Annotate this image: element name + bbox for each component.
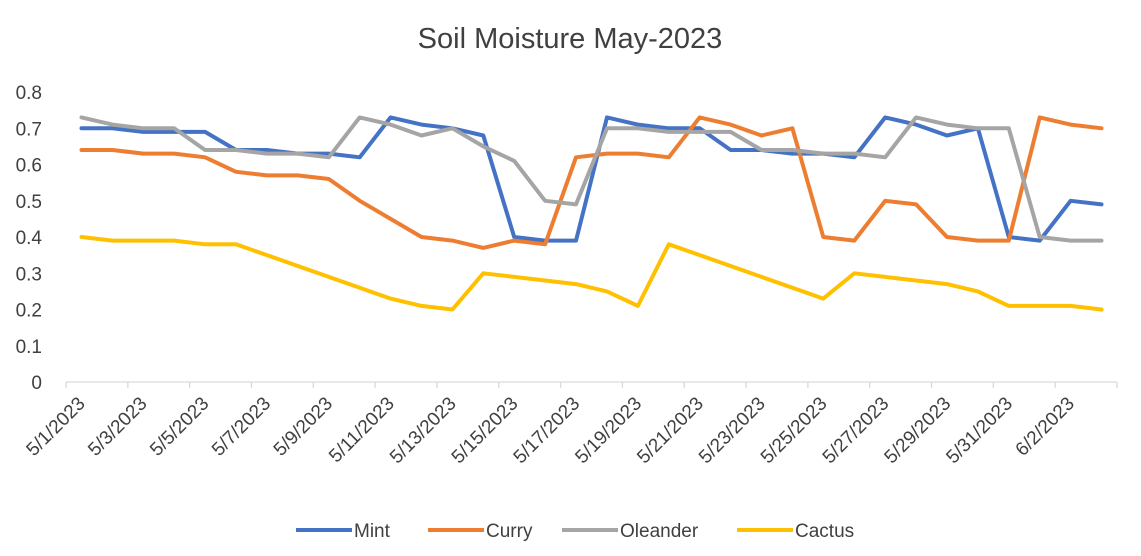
x-tick-label: 5/17/2023 [510,393,585,468]
series-line-cactus [79,235,1104,312]
series-line-oleander [79,115,1104,243]
series-line-mint [79,115,1104,243]
x-tick-label: 5/15/2023 [448,393,523,468]
x-tick-label: 5/19/2023 [571,393,646,468]
series-line-curry [79,115,1104,250]
legend-label-cactus: Cactus [795,521,854,542]
y-tick-label: 0.8 [16,83,42,104]
x-tick-label: 5/25/2023 [757,393,832,468]
x-tick-label: 5/13/2023 [386,393,461,468]
legend: Mint Curry Oleander Cactus [296,521,854,542]
x-tick-label: 6/2/2023 [1012,393,1079,460]
chart-title: Soil Moisture May-2023 [418,23,723,55]
y-tick-label: 0.7 [16,119,42,140]
y-axis-ticks: 0 0.1 0.2 0.3 0.4 0.5 0.6 0.7 0.8 [16,83,43,394]
y-tick-label: 0.4 [16,228,43,249]
x-tick-label: 5/23/2023 [695,393,770,468]
legend-label-mint: Mint [354,521,391,542]
x-tick-label: 5/27/2023 [819,393,894,468]
y-tick-label: 0.5 [16,192,42,213]
y-tick-label: 0 [31,373,42,394]
y-tick-label: 0.2 [16,301,42,322]
series-lines [79,115,1104,312]
x-tick-label: 5/29/2023 [881,393,956,468]
y-tick-label: 0.1 [16,337,42,358]
x-tick-label: 5/21/2023 [633,393,708,468]
y-tick-label: 0.3 [16,264,42,285]
x-tick-label: 5/3/2023 [84,393,151,460]
x-tick-label: 5/7/2023 [208,393,275,460]
legend-label-curry: Curry [486,521,533,542]
x-tick-label: 5/1/2023 [23,393,90,460]
x-tick-label: 5/5/2023 [146,393,213,460]
x-axis: 5/1/20235/3/20235/5/20235/7/20235/9/2023… [23,381,1118,468]
legend-label-oleander: Oleander [620,521,699,542]
x-tick-label: 5/31/2023 [942,393,1017,468]
y-tick-label: 0.6 [16,156,42,177]
